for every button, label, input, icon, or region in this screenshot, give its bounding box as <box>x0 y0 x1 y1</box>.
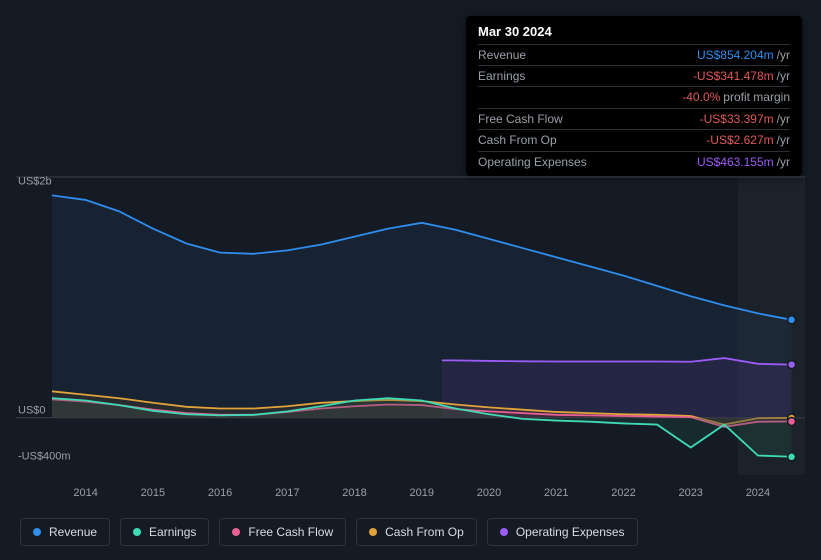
x-axis-label: 2014 <box>73 487 97 499</box>
x-axis-label: 2019 <box>410 487 434 499</box>
y-axis-label: US$2b <box>18 175 52 187</box>
x-axis-label: 2022 <box>611 487 635 499</box>
x-axis-label: 2024 <box>746 487 770 499</box>
y-axis-label: -US$400m <box>18 451 71 463</box>
tooltip-row-value: -40.0%profit margin <box>682 90 790 104</box>
y-axis-label: US$0 <box>18 405 46 417</box>
legend-item-label: Revenue <box>49 525 97 539</box>
series-marker <box>788 453 796 461</box>
x-axis-label: 2023 <box>678 487 702 499</box>
legend-item[interactable]: Operating Expenses <box>487 518 638 546</box>
tooltip-row-value: US$854.204m/yr <box>697 48 790 62</box>
series-marker <box>788 361 796 369</box>
legend-dot-icon <box>500 528 508 536</box>
legend-dot-icon <box>133 528 141 536</box>
legend-item[interactable]: Free Cash Flow <box>219 518 346 546</box>
legend-item-label: Operating Expenses <box>516 525 625 539</box>
chart-tooltip: Mar 30 2024 Revenue US$854.204m/yr Earning… <box>466 16 802 176</box>
legend-item[interactable]: Earnings <box>120 518 209 546</box>
chart-legend: Revenue Earnings Free Cash Flow Cash From O… <box>20 518 801 546</box>
tooltip-row: Free Cash Flow -US$33.397m/yr <box>478 108 790 129</box>
legend-dot-icon <box>232 528 240 536</box>
legend-dot-icon <box>369 528 377 536</box>
tooltip-row-label: Earnings <box>478 69 525 83</box>
series-marker <box>788 316 796 324</box>
x-axis-label: 2016 <box>208 487 232 499</box>
legend-item[interactable]: Revenue <box>20 518 110 546</box>
legend-item-label: Earnings <box>149 525 196 539</box>
tooltip-date: Mar 30 2024 <box>478 24 790 40</box>
tooltip-row: Earnings -US$341.478m/yr <box>478 65 790 86</box>
x-axis-label: 2020 <box>477 487 501 499</box>
legend-item-label: Cash From Op <box>385 525 464 539</box>
x-axis-label: 2017 <box>275 487 299 499</box>
legend-item-label: Free Cash Flow <box>248 525 333 539</box>
tooltip-row-label: Revenue <box>478 48 526 62</box>
tooltip-row-value: -US$33.397m/yr <box>700 112 790 126</box>
financials-chart[interactable]: US$2b US$0 -US$400m 2014 2015 2016 2017 2018 201… <box>16 155 805 510</box>
tooltip-row: -40.0%profit margin <box>478 86 790 107</box>
x-axis-label: 2018 <box>342 487 366 499</box>
tooltip-row: Cash From Op -US$2.627m/yr <box>478 129 790 150</box>
tooltip-row-label: Cash From Op <box>478 133 557 147</box>
tooltip-row-value: -US$2.627m/yr <box>706 133 790 147</box>
legend-dot-icon <box>33 528 41 536</box>
x-axis-label: 2015 <box>141 487 165 499</box>
series-marker <box>788 417 796 425</box>
tooltip-row-value: -US$341.478m/yr <box>693 69 790 83</box>
x-axis-label: 2021 <box>544 487 568 499</box>
tooltip-row-label: Free Cash Flow <box>478 112 563 126</box>
tooltip-row: Revenue US$854.204m/yr <box>478 44 790 65</box>
legend-item[interactable]: Cash From Op <box>356 518 477 546</box>
